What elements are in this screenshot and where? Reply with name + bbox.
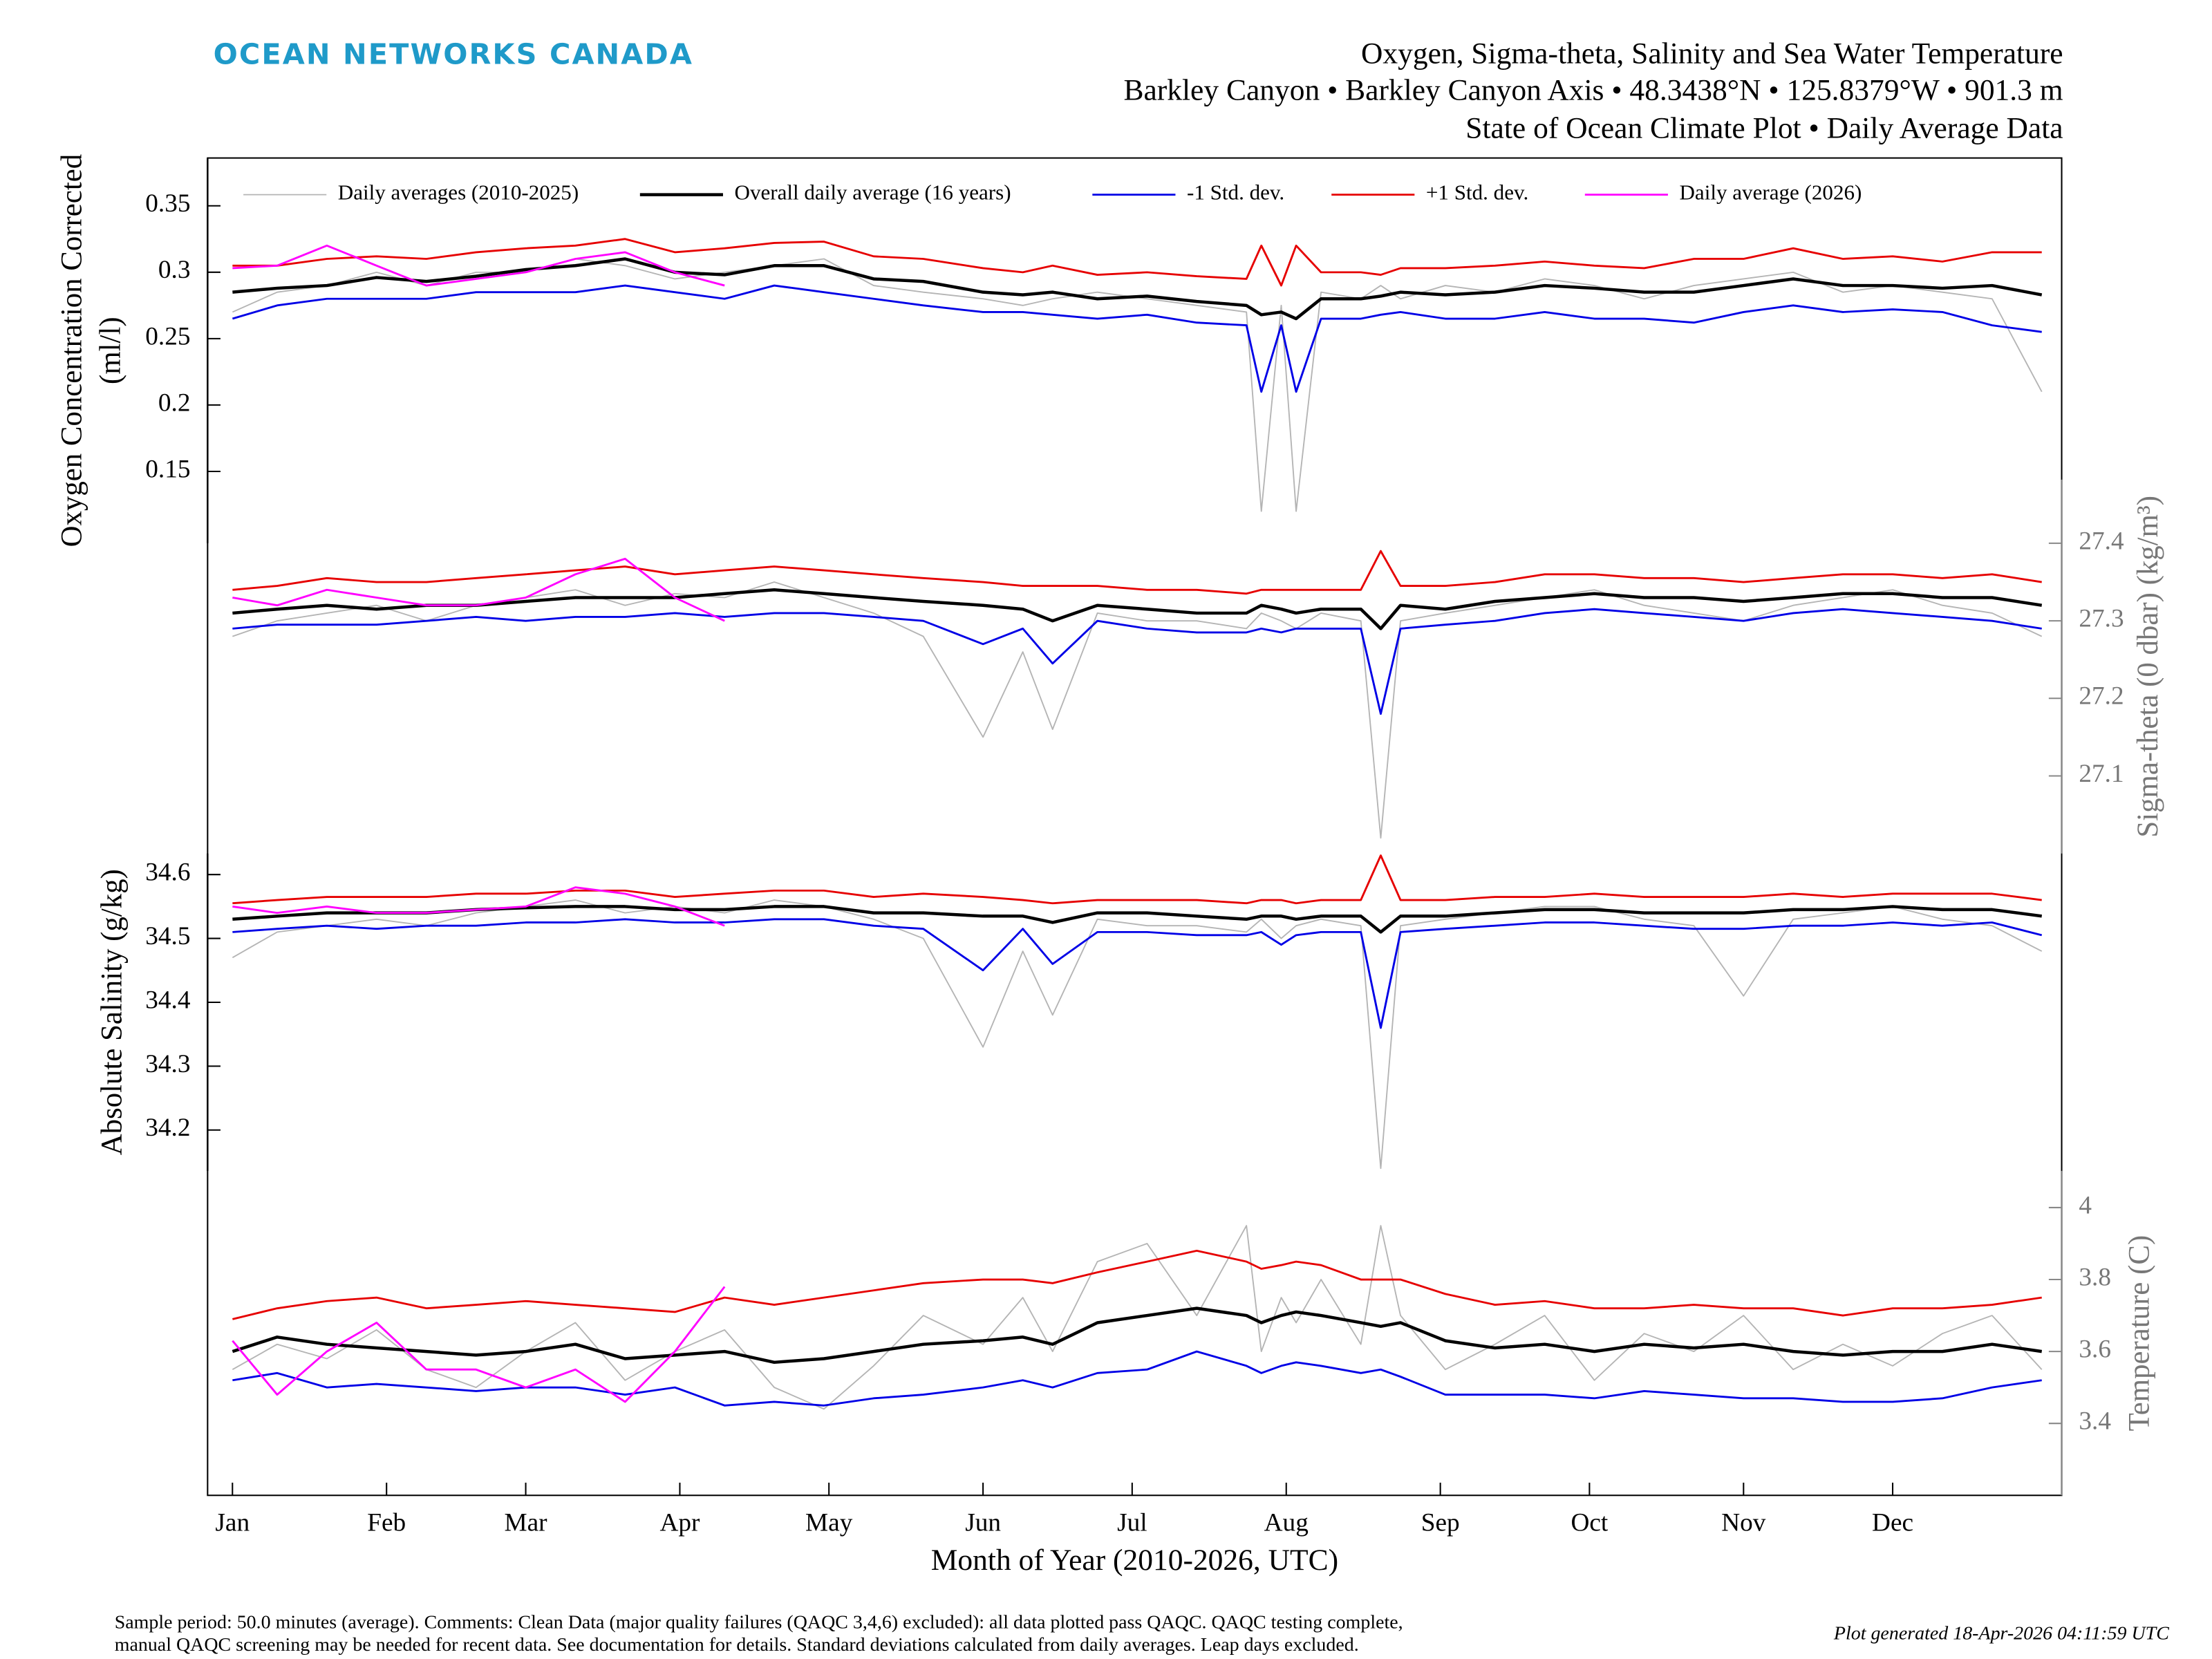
y-axis-label: Oxygen Concentration Corrected bbox=[55, 153, 88, 547]
y-tick-label: 27.3 bbox=[2079, 605, 2124, 633]
x-tick-label: Feb bbox=[367, 1509, 406, 1537]
y-tick-label: 34.4 bbox=[145, 986, 190, 1015]
footer-note: Sample period: 50.0 minutes (average). C… bbox=[115, 1611, 1403, 1633]
data-line bbox=[232, 905, 2043, 934]
legend-label: Daily averages (2010-2025) bbox=[338, 181, 579, 205]
data-line bbox=[232, 899, 2043, 1170]
y-tick-label: 4 bbox=[2079, 1192, 2092, 1220]
footer-note: manual QAQC screening may be needed for … bbox=[115, 1634, 1359, 1656]
data-line bbox=[232, 257, 2043, 321]
y-tick-label: 34.6 bbox=[145, 859, 190, 887]
y-tick-label: 3.4 bbox=[2079, 1407, 2111, 1436]
y-tick-label: 34.5 bbox=[145, 922, 190, 950]
footer-generated: Plot generated 18-Apr-2026 04:11:59 UTC bbox=[1833, 1623, 2169, 1644]
data-line bbox=[232, 1350, 2042, 1407]
data-line bbox=[232, 581, 2043, 839]
x-tick-label: Aug bbox=[1264, 1509, 1309, 1537]
x-axis-label: Month of Year (2010-2026, UTC) bbox=[931, 1544, 1338, 1577]
brand: OCEAN NETWORKS CANADA bbox=[214, 38, 693, 71]
y-tick-label: 0.15 bbox=[145, 456, 190, 484]
legend-label: Overall daily average (16 years) bbox=[735, 181, 1011, 205]
y-tick-label: 3.6 bbox=[2079, 1335, 2111, 1364]
title: Oxygen, Sigma-theta, Salinity and Sea Wa… bbox=[1361, 38, 2063, 71]
data-line bbox=[232, 1249, 2042, 1320]
data-line bbox=[232, 608, 2042, 715]
y-tick-label: 0.25 bbox=[145, 323, 190, 351]
data-line bbox=[232, 238, 2042, 287]
y-tick-label: 34.2 bbox=[145, 1114, 190, 1142]
x-tick-label: Dec bbox=[1872, 1509, 1913, 1537]
x-tick-label: Jan bbox=[215, 1509, 250, 1537]
data-line bbox=[232, 550, 2042, 595]
legend-label: +1 Std. dev. bbox=[1426, 181, 1528, 205]
legend-label: -1 Std. dev. bbox=[1187, 181, 1284, 205]
subtitle: State of Ocean Climate Plot • Daily Aver… bbox=[1465, 113, 2063, 145]
data-line bbox=[232, 1306, 2043, 1365]
y-tick-label: 0.35 bbox=[145, 189, 190, 218]
data-line bbox=[232, 854, 2042, 905]
data-line bbox=[232, 588, 2043, 630]
x-tick-label: May bbox=[805, 1509, 853, 1537]
legend-label: Daily average (2026) bbox=[1680, 181, 1862, 205]
x-tick-label: Mar bbox=[504, 1509, 547, 1537]
x-tick-label: Oct bbox=[1571, 1509, 1609, 1537]
y-tick-label: 27.4 bbox=[2079, 527, 2124, 556]
x-tick-label: Apr bbox=[659, 1509, 700, 1537]
y-tick-label: 0.2 bbox=[158, 389, 191, 418]
data-line bbox=[232, 557, 725, 622]
data-line bbox=[232, 244, 725, 287]
x-tick-label: Jun bbox=[965, 1509, 1001, 1537]
y-axis-label: (ml/l) bbox=[94, 317, 126, 384]
x-tick-label: Nov bbox=[1721, 1509, 1766, 1537]
y-tick-label: 27.1 bbox=[2079, 760, 2124, 788]
data-line bbox=[232, 886, 725, 927]
y-axis-label: Sigma-theta (0 dbar) (kg/m³) bbox=[2132, 496, 2164, 838]
y-axis-label: Temperature (C) bbox=[2123, 1235, 2155, 1432]
data-line bbox=[232, 1286, 726, 1403]
y-tick-label: 3.8 bbox=[2079, 1264, 2111, 1292]
data-line bbox=[232, 918, 2043, 1029]
subtitle: Barkley Canyon • Barkley Canyon Axis • 4… bbox=[1123, 75, 2063, 107]
x-tick-label: Jul bbox=[1117, 1509, 1147, 1537]
plot-frame bbox=[207, 157, 2063, 1497]
y-axis-label: Absolute Salinity (g/kg) bbox=[95, 869, 128, 1155]
x-tick-label: Sep bbox=[1421, 1509, 1460, 1537]
y-tick-label: 27.2 bbox=[2079, 682, 2124, 711]
y-tick-label: 34.3 bbox=[145, 1050, 190, 1078]
data-line bbox=[232, 284, 2042, 393]
y-tick-label: 0.3 bbox=[158, 256, 191, 284]
data-line bbox=[232, 1225, 2043, 1410]
